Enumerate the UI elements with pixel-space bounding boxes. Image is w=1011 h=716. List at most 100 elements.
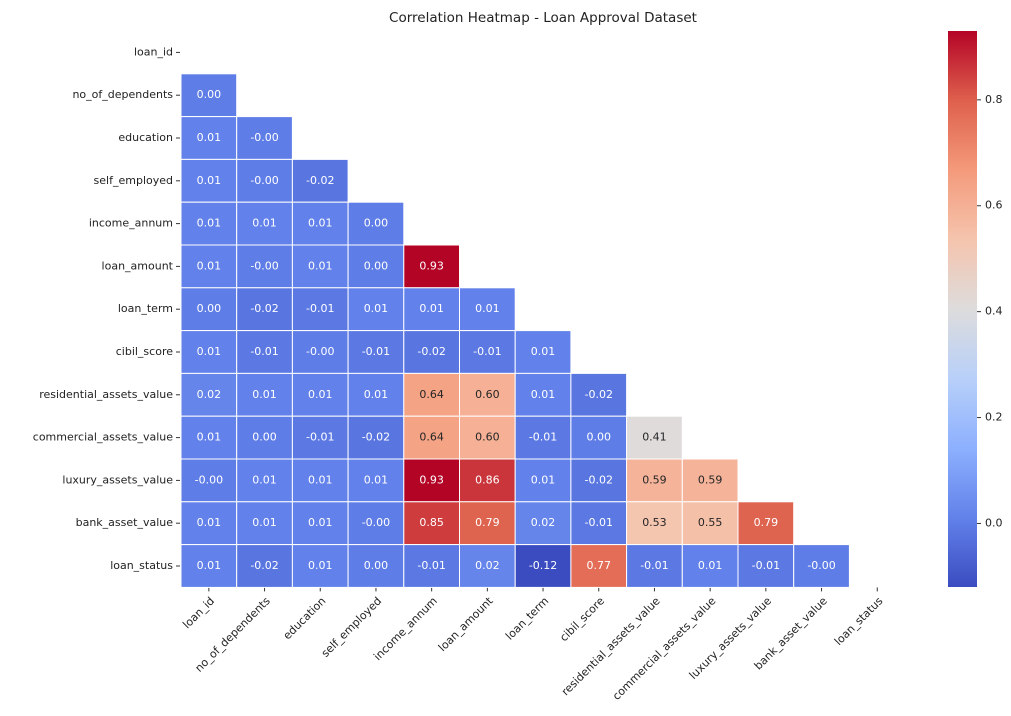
cell-label: 0.01 bbox=[308, 388, 333, 401]
cell-label: 0.59 bbox=[642, 473, 667, 486]
heatmap-cell bbox=[737, 544, 795, 588]
heatmap-cell bbox=[626, 458, 683, 503]
heatmap-cell bbox=[737, 501, 795, 546]
cell-label: 0.01 bbox=[698, 559, 723, 572]
cell-label: 0.00 bbox=[252, 431, 277, 444]
cell-label: 0.01 bbox=[197, 217, 222, 230]
cell-label: -0.02 bbox=[306, 174, 334, 187]
heatmap-cell bbox=[403, 244, 460, 289]
cell-label: 0.02 bbox=[197, 388, 222, 401]
heatmap-cell bbox=[291, 372, 349, 417]
cell-label: 0.00 bbox=[364, 259, 389, 272]
heatmap-cell bbox=[403, 544, 460, 588]
cell-label: -0.00 bbox=[306, 345, 334, 358]
cell-label: 0.00 bbox=[364, 217, 389, 230]
cell-label: 0.01 bbox=[252, 388, 277, 401]
heatmap-cell bbox=[403, 372, 460, 417]
cell-label: 0.01 bbox=[197, 559, 222, 572]
heatmap-cell bbox=[626, 415, 683, 460]
cell-label: 0.00 bbox=[364, 559, 389, 572]
heatmap-cell bbox=[236, 287, 293, 332]
heatmap-cell bbox=[291, 458, 349, 503]
heatmap-cell bbox=[347, 372, 405, 417]
heatmap-cell bbox=[180, 458, 238, 503]
cell-label: -0.01 bbox=[250, 345, 278, 358]
cell-label: -0.02 bbox=[250, 302, 278, 315]
x-tick-label: education bbox=[281, 594, 329, 642]
colorbar-tick-label: 0.2 bbox=[985, 411, 1003, 424]
cell-label: 0.01 bbox=[197, 174, 222, 187]
heatmap-cell bbox=[291, 244, 349, 289]
y-tick-label: loan_status bbox=[110, 559, 173, 572]
heatmap-cell bbox=[291, 201, 349, 246]
y-tick-label: cibil_score bbox=[116, 345, 173, 358]
cell-label: -0.12 bbox=[529, 559, 557, 572]
y-tick-label: loan_id bbox=[134, 45, 173, 58]
cell-label: 0.85 bbox=[419, 516, 444, 529]
cell-label: -0.01 bbox=[417, 559, 445, 572]
x-tick-label: loan_amount bbox=[436, 594, 496, 654]
heatmap-cell bbox=[403, 501, 460, 546]
cell-label: 0.01 bbox=[364, 473, 389, 486]
cell-label: 0.01 bbox=[531, 345, 556, 358]
cell-label: -0.01 bbox=[752, 559, 780, 572]
cell-label: 0.93 bbox=[419, 259, 444, 272]
cell-label: -0.01 bbox=[306, 302, 334, 315]
x-tick-label: loan_id bbox=[180, 594, 217, 631]
heatmap-cell bbox=[347, 244, 405, 289]
cell-label: 0.01 bbox=[252, 473, 277, 486]
heatmap-cell bbox=[514, 372, 572, 417]
cell-label: -0.02 bbox=[250, 559, 278, 572]
heatmap-cell bbox=[681, 458, 739, 503]
heatmap-cell bbox=[180, 244, 238, 289]
cell-label: 0.53 bbox=[642, 516, 667, 529]
heatmap-cell bbox=[347, 544, 405, 588]
cell-label: -0.00 bbox=[250, 259, 278, 272]
cell-label: -0.02 bbox=[417, 345, 445, 358]
heatmap-cell bbox=[180, 501, 238, 546]
x-tick-label: loan_status bbox=[832, 594, 886, 648]
cell-label: 0.59 bbox=[698, 473, 723, 486]
cell-label: 0.01 bbox=[364, 302, 389, 315]
x-tick-label: cibil_score bbox=[557, 594, 607, 644]
cell-label: 0.01 bbox=[308, 559, 333, 572]
cell-label: 0.01 bbox=[419, 302, 444, 315]
heatmap-cell bbox=[459, 415, 516, 460]
cell-label: 0.77 bbox=[587, 559, 612, 572]
heatmap-cell bbox=[459, 458, 516, 503]
heatmap-cell bbox=[459, 544, 516, 588]
heatmap-cell bbox=[180, 372, 238, 417]
cell-label: 0.01 bbox=[197, 431, 222, 444]
heatmap-cell bbox=[570, 544, 628, 588]
y-tick-label: no_of_dependents bbox=[72, 88, 173, 101]
cell-label: -0.02 bbox=[585, 473, 613, 486]
heatmap-cell bbox=[514, 458, 572, 503]
heatmap-cell bbox=[236, 116, 293, 160]
cell-label: 0.01 bbox=[308, 473, 333, 486]
heatmap-cell bbox=[291, 158, 349, 203]
cell-label: 0.00 bbox=[197, 302, 222, 315]
cell-label: 0.79 bbox=[475, 516, 500, 529]
cell-label: -0.02 bbox=[585, 388, 613, 401]
y-tick-label: loan_amount bbox=[102, 259, 174, 272]
heatmap-cell bbox=[570, 415, 628, 460]
heatmap-cell bbox=[793, 544, 850, 588]
cell-label: 0.01 bbox=[252, 516, 277, 529]
y-tick-label: residential_assets_value bbox=[39, 388, 173, 401]
heatmap-cell bbox=[459, 330, 516, 374]
cell-label: -0.00 bbox=[362, 516, 390, 529]
cell-label: 0.01 bbox=[475, 302, 500, 315]
cell-label: 0.02 bbox=[475, 559, 500, 572]
colorbar-tick-label: 0.4 bbox=[985, 305, 1003, 318]
colorbar-tick-label: 0.6 bbox=[985, 199, 1003, 212]
heatmap-cell bbox=[291, 544, 349, 588]
cell-label: 0.60 bbox=[475, 388, 500, 401]
cell-label: 0.60 bbox=[475, 431, 500, 444]
cell-label: 0.01 bbox=[364, 388, 389, 401]
heatmap-cell bbox=[180, 201, 238, 246]
cell-label: -0.01 bbox=[640, 559, 668, 572]
cell-label: 0.01 bbox=[197, 345, 222, 358]
cell-label: 0.01 bbox=[197, 259, 222, 272]
heatmap-cell bbox=[291, 415, 349, 460]
